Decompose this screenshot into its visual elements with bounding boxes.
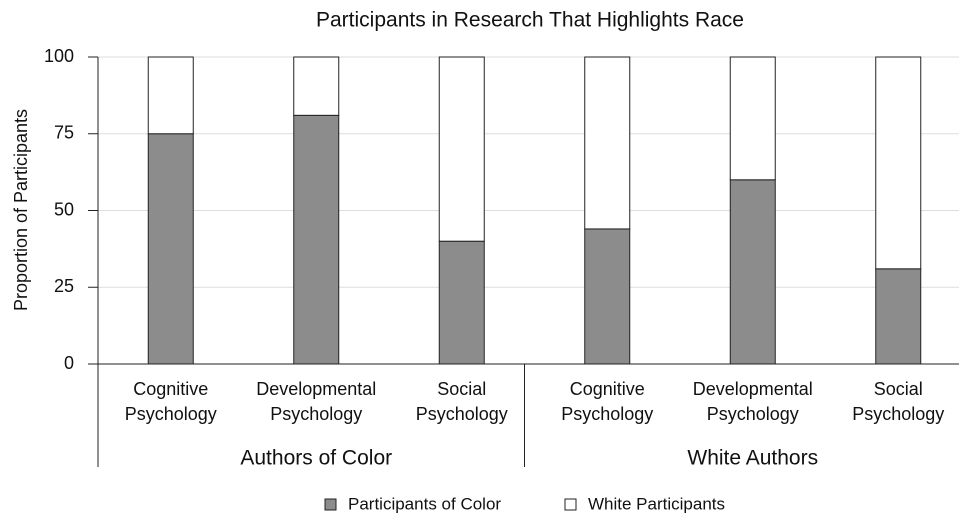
bar-segment [584,56,631,230]
bar-segment [147,56,194,135]
bar-segment [875,56,922,270]
y-tick-label: 50 [54,199,74,219]
y-tick-label: 0 [64,353,74,373]
bar-segment [293,56,340,116]
bar-segment [438,56,485,242]
x-tick-label: Cognitive [133,379,208,399]
x-tick-label: Psychology [125,404,217,424]
x-tick-label: Psychology [852,404,944,424]
y-tick-label: 25 [54,276,74,296]
legend-label: Participants of Color [348,494,501,513]
x-tick-label: Social [874,379,923,399]
legend-label: White Participants [588,494,725,513]
bar-segment [438,240,485,365]
y-axis-label: Proportion of Participants [11,109,31,311]
bar-segment [584,228,631,365]
x-tick-label: Psychology [416,404,508,424]
bar-segment [729,179,776,365]
legend-swatch [324,498,337,511]
x-tick-label: Psychology [707,404,799,424]
bar-segment [875,268,922,365]
x-tick-label: Developmental [693,379,813,399]
legend-swatch [564,498,577,511]
x-tick-label: Psychology [270,404,362,424]
x-tick-label: Developmental [256,379,376,399]
y-tick-label: 100 [44,46,74,66]
bar-segment [293,114,340,365]
bar-segment [729,56,776,181]
group-label: White Authors [687,447,818,470]
bar-segment [147,133,194,365]
group-label: Authors of Color [240,447,392,470]
y-tick-label: 75 [54,123,74,143]
chart-title: Participants in Research That Highlights… [316,9,744,32]
x-tick-label: Psychology [561,404,653,424]
x-tick-label: Social [437,379,486,399]
x-tick-label: Cognitive [570,379,645,399]
